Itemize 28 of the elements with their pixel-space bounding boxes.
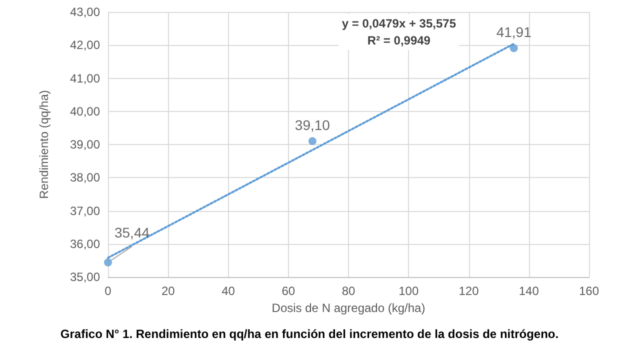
x-tick-label: 80 — [342, 284, 356, 298]
y-tick-label: 41,00 — [70, 71, 100, 86]
data-label: 35,44 — [114, 224, 150, 240]
point — [510, 44, 518, 52]
x-tick-label: 20 — [161, 284, 176, 298]
text: Grafico N° 1. Rendimiento en qq/ha en función del incremento de la dosis de nitrógeno. — [60, 327, 559, 341]
y-tick-label: 40,00 — [70, 104, 100, 118]
y-tick-label: 39,00 — [70, 138, 100, 152]
y-axis-title: Rendimiento (qq/ha) — [37, 90, 51, 199]
y-tick-label: 36,00 — [70, 236, 100, 251]
y-tick-label: 38,00 — [70, 170, 100, 185]
data-label: 39,10 — [294, 117, 330, 134]
annotation: y = 0,0479x + 35,575 R² = 0,9949 — [342, 16, 456, 48]
point — [104, 258, 112, 266]
y-tick-label: 42,00 — [70, 38, 100, 52]
x-tick-label: 160 — [578, 284, 600, 298]
x-tick-label: 0 — [104, 284, 112, 298]
data-label: 41,91 — [496, 24, 532, 40]
x-axis-title: Dosis de N agregado (kg/ha) — [272, 300, 426, 315]
x-tick-label: 40 — [222, 284, 236, 298]
y-tick-label: 37,00 — [70, 204, 100, 218]
point — [308, 137, 316, 146]
x-tick-label: 100 — [398, 284, 419, 298]
y-tick-label: 43,00 — [70, 5, 100, 19]
x-tick-label: 60 — [282, 284, 296, 298]
x-tick-label: 120 — [458, 284, 480, 298]
y-tick-label: 35,00 — [70, 270, 100, 284]
x-tick-label: 140 — [518, 284, 540, 298]
